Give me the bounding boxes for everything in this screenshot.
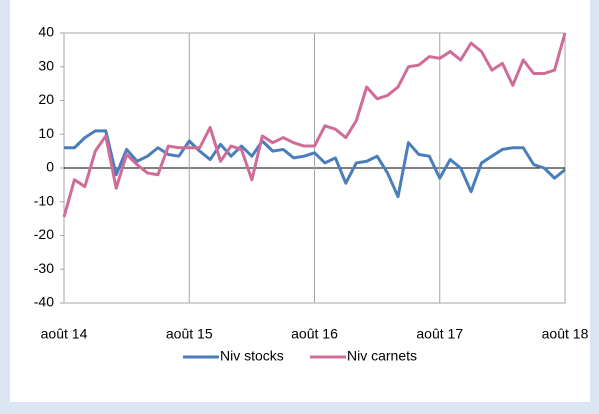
x-tick-label: août 15	[166, 326, 213, 342]
y-tick-label: 40	[38, 24, 54, 40]
y-tick-label: -20	[34, 226, 54, 242]
x-tick-label: août 18	[542, 326, 589, 342]
x-tick-label: août 14	[41, 326, 88, 342]
series-line	[64, 129, 566, 199]
y-tick-label: 10	[38, 125, 54, 141]
y-tick-label: -10	[34, 192, 54, 208]
y-tick-label: -40	[34, 294, 54, 310]
chart-area	[10, 0, 590, 402]
y-tick-label: -30	[34, 260, 54, 276]
legend-label: Niv carnets	[347, 348, 417, 364]
legend-label: Niv stocks	[220, 348, 284, 364]
y-tick-label: 20	[38, 91, 54, 107]
y-tick-label: 30	[38, 57, 54, 73]
x-tick-label: août 16	[291, 326, 338, 342]
y-tick-label: 0	[46, 159, 54, 175]
series-line	[62, 32, 567, 218]
x-tick-label: août 17	[416, 326, 463, 342]
